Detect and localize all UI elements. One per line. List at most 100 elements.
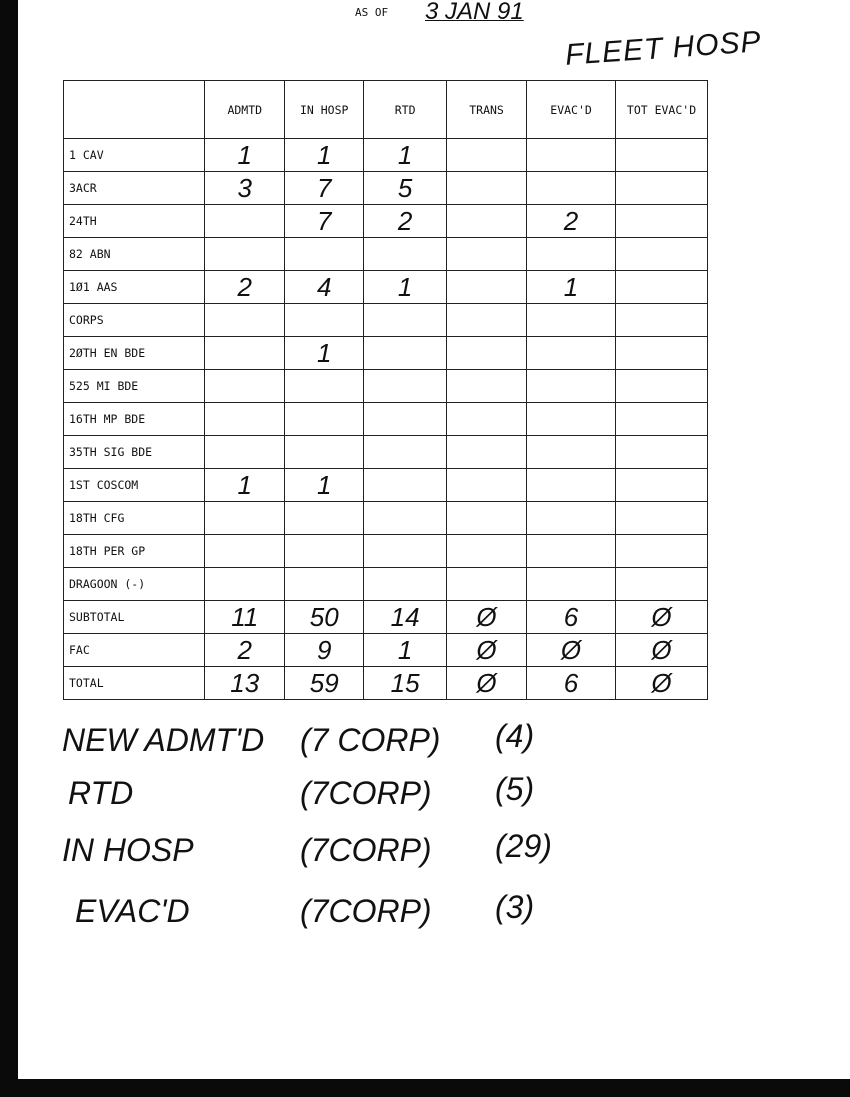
table-cell	[446, 303, 528, 337]
table-cell	[446, 369, 528, 403]
table-cell: 1	[363, 270, 448, 304]
as-of-label: AS OF	[355, 6, 389, 19]
unit-label: CORPS	[62, 303, 206, 337]
table-row: 18TH CFG	[62, 501, 708, 535]
table-cell: 2	[526, 204, 617, 238]
table-cell: 13	[204, 666, 286, 700]
column-header: EVAC'D	[526, 80, 617, 139]
table-cell: 6	[526, 600, 617, 634]
table-cell	[363, 336, 448, 370]
note-count: (29)	[495, 828, 552, 864]
table-cell	[526, 402, 617, 436]
table-cell	[446, 534, 528, 568]
table-cell: 7	[284, 171, 365, 205]
table-cell	[204, 303, 286, 337]
unit-label: FAC	[62, 633, 206, 667]
unit-label: TOTAL	[62, 666, 206, 700]
table-cell: 1	[204, 468, 286, 502]
table-cell	[615, 567, 708, 601]
table-row: CORPS	[62, 303, 708, 337]
table-cell: Ø	[446, 633, 528, 667]
table-cell: 3	[204, 171, 286, 205]
table-cell	[363, 567, 448, 601]
table-cell: 9	[284, 633, 365, 667]
table-cell: 7	[284, 204, 365, 238]
unit-label: 18TH PER GP	[62, 534, 206, 568]
table-cell	[615, 534, 708, 568]
table-row: SUBTOTAL 11 50 14 Ø 6 Ø	[62, 600, 708, 634]
table-cell: Ø	[446, 600, 528, 634]
table-cell: 1	[204, 138, 286, 172]
table-cell	[204, 534, 286, 568]
table-cell	[526, 336, 617, 370]
table-cell	[526, 468, 617, 502]
table-cell	[446, 402, 528, 436]
table-cell	[284, 435, 365, 469]
table-cell	[284, 567, 365, 601]
table-cell	[526, 237, 617, 271]
table-cell	[204, 204, 286, 238]
table-cell: 2	[204, 633, 286, 667]
table-cell	[204, 435, 286, 469]
table-cell	[615, 369, 708, 403]
table-cell	[284, 402, 365, 436]
table-cell	[446, 567, 528, 601]
table-cell: Ø	[446, 666, 528, 700]
column-header	[62, 80, 206, 139]
patient-status-table: ADMTD IN HOSP RTD TRANS EVAC'D TOT EVAC'D 1 C…	[62, 80, 708, 700]
table-row: 16TH MP BDE	[62, 402, 708, 436]
unit-label: 18TH CFG	[62, 501, 206, 535]
note-corp: (7CORP)	[300, 893, 432, 929]
table-cell: 1	[363, 138, 448, 172]
unit-label: 1Ø1 AAS	[62, 270, 206, 304]
table-cell: 2	[363, 204, 448, 238]
table-row: 525 MI BDE	[62, 369, 708, 403]
table-cell	[363, 237, 448, 271]
table-row: 1 CAV 1 1 1	[62, 138, 708, 172]
unit-label: 1 CAV	[62, 138, 206, 172]
table-cell: 1	[526, 270, 617, 304]
table-cell	[446, 237, 528, 271]
table-cell	[615, 270, 708, 304]
table-cell: 1	[284, 138, 365, 172]
note-corp: (7 CORP)	[300, 722, 441, 758]
table-cell	[615, 402, 708, 436]
note-label: EVAC'D	[75, 893, 190, 929]
note-label: IN HOSP	[62, 832, 194, 868]
note-label: RTD	[68, 775, 134, 811]
table-cell	[363, 303, 448, 337]
table-cell	[204, 237, 286, 271]
table-cell: 1	[284, 468, 365, 502]
table-cell	[526, 369, 617, 403]
table-cell: Ø	[615, 633, 708, 667]
note-count: (5)	[495, 771, 535, 807]
table-row: 1Ø1 AAS 2 4 1 1	[62, 270, 708, 304]
table-cell	[615, 501, 708, 535]
note-corp: (7CORP)	[300, 775, 432, 811]
table-row: 24TH 7 2 2	[62, 204, 708, 238]
table-row: FAC 2 9 1 Ø Ø Ø	[62, 633, 708, 667]
table-cell: 1	[363, 633, 448, 667]
table-row: 18TH PER GP	[62, 534, 708, 568]
unit-label: SUBTOTAL	[62, 600, 206, 634]
table-cell	[526, 501, 617, 535]
scan-border-left	[0, 0, 18, 1097]
table-cell	[363, 402, 448, 436]
column-header: TRANS	[446, 80, 528, 139]
table-cell: Ø	[526, 633, 617, 667]
unit-label: 24TH	[62, 204, 206, 238]
column-header: RTD	[363, 80, 448, 139]
table-cell	[615, 237, 708, 271]
report-date: 3 JAN 91	[425, 0, 524, 25]
table-cell	[526, 534, 617, 568]
table-cell	[284, 534, 365, 568]
table-cell: Ø	[615, 666, 708, 700]
table-cell	[615, 303, 708, 337]
table-cell: 6	[526, 666, 617, 700]
unit-label: 2ØTH EN BDE	[62, 336, 206, 370]
table-cell: 5	[363, 171, 448, 205]
table-cell	[615, 468, 708, 502]
table-cell	[615, 435, 708, 469]
table-cell	[363, 501, 448, 535]
table-cell	[446, 204, 528, 238]
